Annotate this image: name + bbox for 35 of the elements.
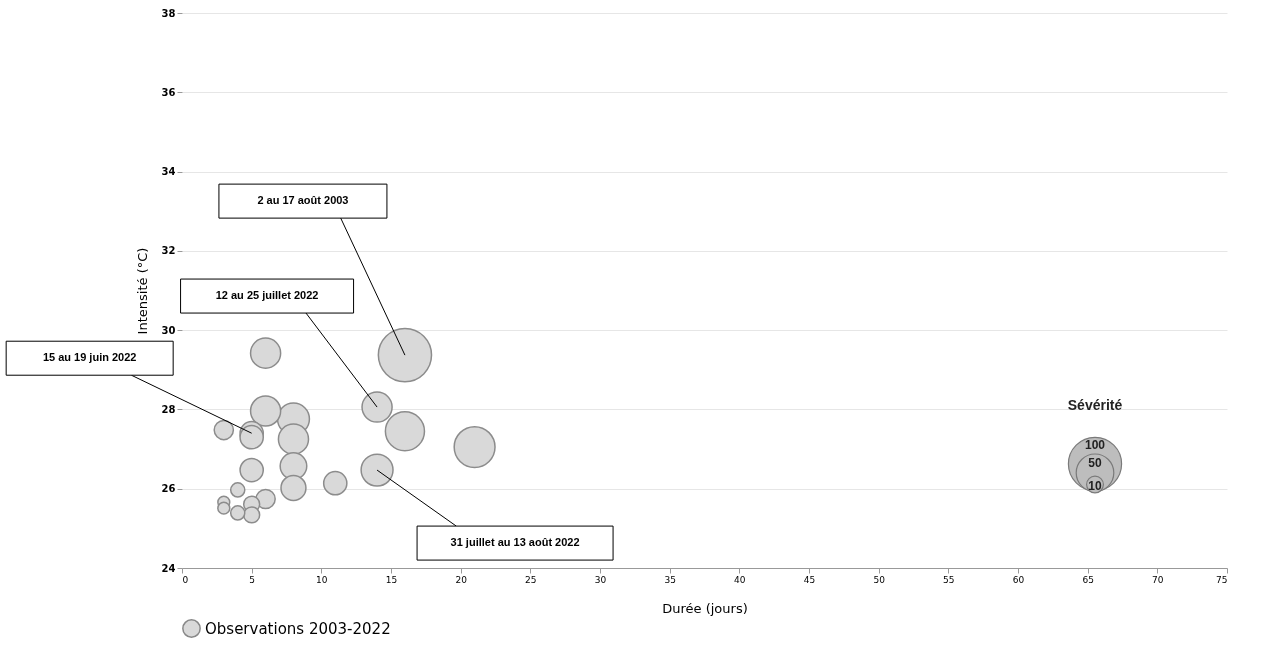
y-axis-title: Intensité (°C) xyxy=(134,247,150,335)
x-tick-label: 75 xyxy=(1216,574,1228,585)
annotation: 2 au 17 août 2003 xyxy=(257,194,349,207)
legend-label: 50 xyxy=(1088,455,1102,470)
annotation: 12 au 25 juillet 2022 xyxy=(215,289,319,302)
x-tick-label: 70 xyxy=(1152,574,1164,585)
x-tick-label: 65 xyxy=(1082,574,1094,585)
y-tick-label: 28 xyxy=(161,403,176,415)
x-tick-label: 55 xyxy=(943,574,955,585)
x-tick-label: 50 xyxy=(873,574,886,585)
y-tick-label: 26 xyxy=(161,483,176,495)
annotation: 15 au 19 juin 2022 xyxy=(42,351,137,364)
x-tick-label: 20 xyxy=(455,574,468,585)
legend-label: 100 xyxy=(1084,438,1106,452)
y-tick-label: 32 xyxy=(161,245,176,257)
x-tick-label: 5 xyxy=(249,574,256,585)
y-tick-label: 24 xyxy=(161,562,176,574)
x-tick-label: 35 xyxy=(664,574,676,585)
x-tick-label: 10 xyxy=(316,574,328,585)
y-tick-label: 36 xyxy=(161,86,176,98)
annotation: 31 juillet au 13 août 2022 xyxy=(450,536,580,549)
y-tick-label: 34 xyxy=(161,166,176,178)
x-tick-label: 15 xyxy=(385,574,398,585)
legend-label: 10 xyxy=(1088,479,1102,494)
x-tick-label: 0 xyxy=(182,574,189,585)
x-tick-label: 45 xyxy=(803,574,816,585)
legend-label: Observations 2003-2022 xyxy=(205,619,391,638)
y-tick-label: 30 xyxy=(161,324,176,336)
legend-title: Sévérité xyxy=(1067,397,1123,413)
x-tick-label: 30 xyxy=(594,574,607,585)
x-tick-label: 40 xyxy=(734,574,746,585)
x-tick-label: 25 xyxy=(525,574,537,585)
x-axis-title: Durée (jours) xyxy=(662,600,748,616)
x-tick-label: 60 xyxy=(1012,574,1025,585)
y-tick-label: 38 xyxy=(161,7,176,19)
